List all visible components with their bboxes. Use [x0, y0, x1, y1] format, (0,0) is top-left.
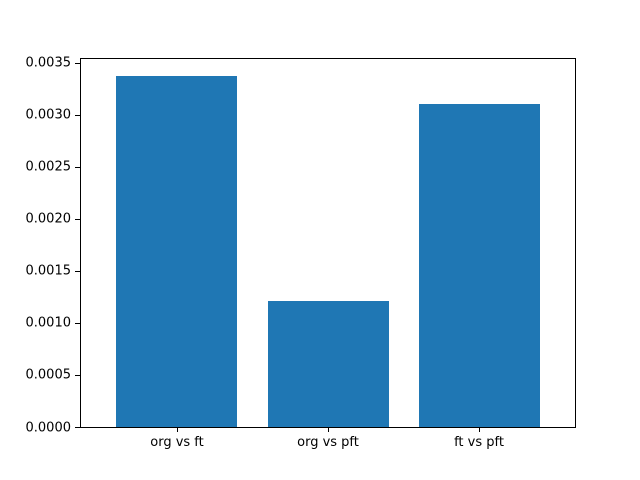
- y-axis-tick-label: 0.0030: [25, 107, 72, 123]
- y-axis-tick: [75, 271, 80, 272]
- y-axis-tick: [75, 167, 80, 168]
- x-axis-tick: [177, 427, 178, 432]
- y-axis-tick: [75, 219, 80, 220]
- x-axis-tick: [328, 427, 329, 432]
- bar-org-vs-ft: [116, 75, 238, 427]
- y-axis-tick-label: 0.0020: [25, 211, 72, 227]
- y-axis-tick-label: 0.0005: [25, 367, 72, 383]
- y-axis-tick: [75, 375, 80, 376]
- y-axis-tick-label: 0.0015: [25, 263, 72, 279]
- y-axis-tick-label: 0.0035: [25, 55, 72, 71]
- y-axis-tick: [75, 115, 80, 116]
- bar-org-vs-pft: [267, 301, 389, 427]
- y-axis-tick-label: 0.0000: [25, 420, 72, 435]
- y-axis-tick-label: 0.0010: [25, 315, 72, 331]
- x-axis-tick: [479, 427, 480, 432]
- y-axis-tick: [75, 63, 80, 64]
- bar-ft-vs-pft: [418, 104, 540, 427]
- x-axis-category-label: org vs pft: [297, 435, 359, 450]
- y-axis-tick: [75, 323, 80, 324]
- y-axis-tick: [75, 427, 80, 428]
- y-axis-tick-label: 0.0025: [25, 159, 72, 175]
- x-axis-category-label: ft vs pft: [454, 435, 504, 450]
- x-axis-category-label: org vs ft: [150, 435, 204, 450]
